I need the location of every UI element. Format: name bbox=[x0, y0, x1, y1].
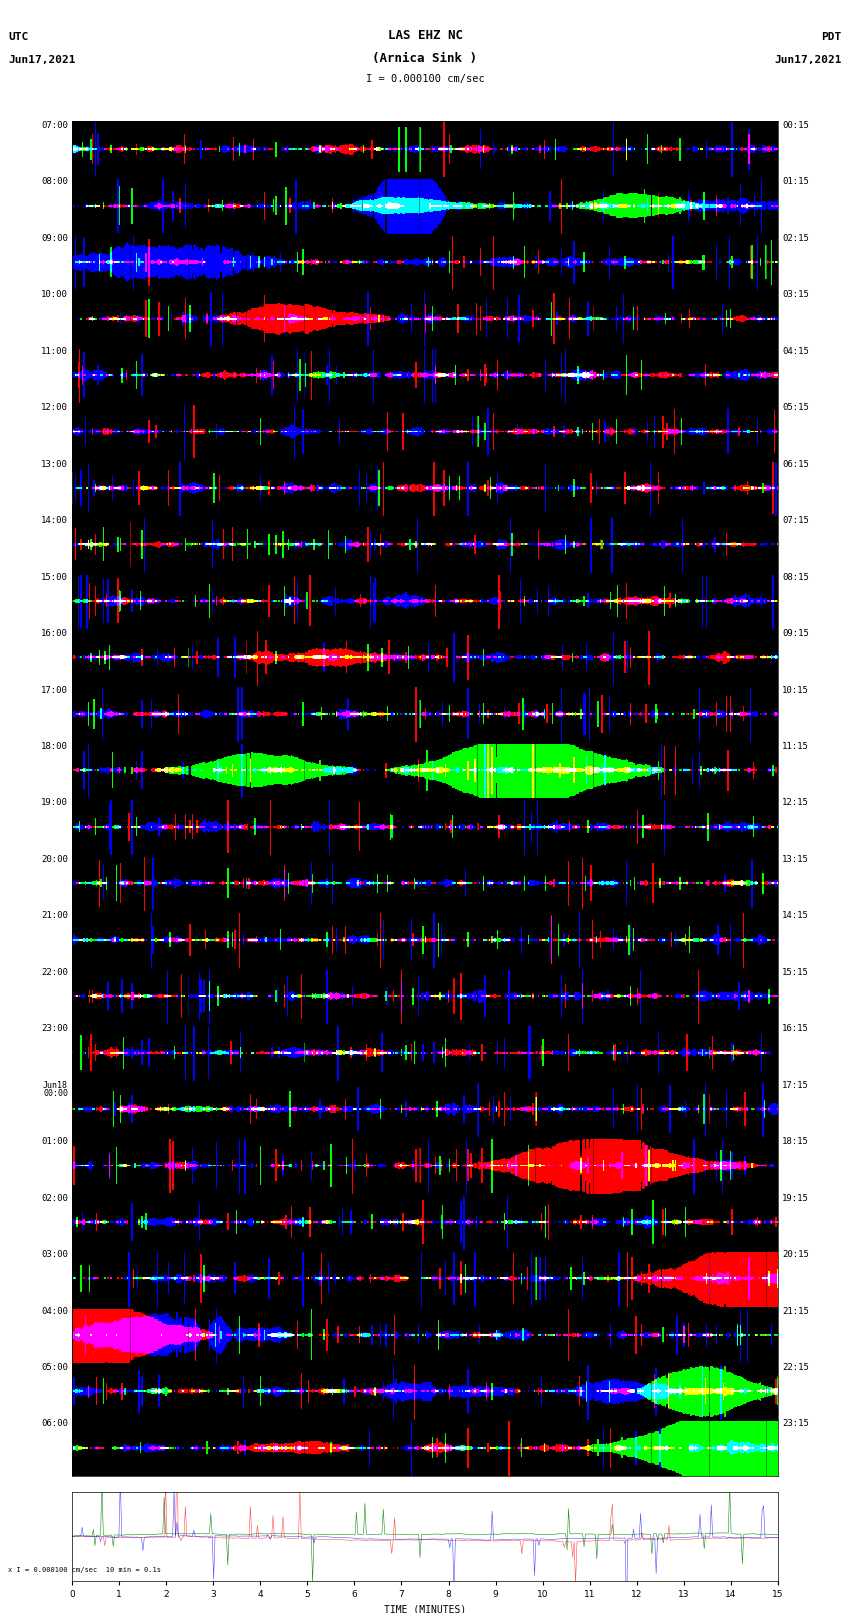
Text: 20:00: 20:00 bbox=[41, 855, 68, 865]
Text: 01:15: 01:15 bbox=[782, 177, 809, 187]
Text: 05:15: 05:15 bbox=[782, 403, 809, 413]
Text: 18:15: 18:15 bbox=[782, 1137, 809, 1147]
Text: Jun18
00:00: Jun18 00:00 bbox=[43, 1081, 68, 1098]
Text: 16:15: 16:15 bbox=[782, 1024, 809, 1034]
Text: 21:00: 21:00 bbox=[41, 911, 68, 921]
Text: x I = 0.000100 cm/sec  10 min = 0.1s: x I = 0.000100 cm/sec 10 min = 0.1s bbox=[8, 1566, 162, 1573]
Text: Jun17,2021: Jun17,2021 bbox=[774, 55, 842, 65]
Text: 22:00: 22:00 bbox=[41, 968, 68, 977]
Text: 02:15: 02:15 bbox=[782, 234, 809, 244]
Text: 13:15: 13:15 bbox=[782, 855, 809, 865]
Text: 12:00: 12:00 bbox=[41, 403, 68, 413]
Text: 20:15: 20:15 bbox=[782, 1250, 809, 1260]
Text: 22:15: 22:15 bbox=[782, 1363, 809, 1373]
X-axis label: TIME (MINUTES): TIME (MINUTES) bbox=[384, 1605, 466, 1613]
Text: 14:15: 14:15 bbox=[782, 911, 809, 921]
Text: 16:00: 16:00 bbox=[41, 629, 68, 639]
Text: 09:00: 09:00 bbox=[41, 234, 68, 244]
Text: LAS EHZ NC: LAS EHZ NC bbox=[388, 29, 462, 42]
Text: 13:00: 13:00 bbox=[41, 460, 68, 469]
Text: 04:15: 04:15 bbox=[782, 347, 809, 356]
Text: 15:00: 15:00 bbox=[41, 573, 68, 582]
Text: 19:00: 19:00 bbox=[41, 798, 68, 808]
Text: Jun17,2021: Jun17,2021 bbox=[8, 55, 76, 65]
Text: 18:00: 18:00 bbox=[41, 742, 68, 752]
Text: 15:15: 15:15 bbox=[782, 968, 809, 977]
Text: 19:15: 19:15 bbox=[782, 1194, 809, 1203]
Text: 05:00: 05:00 bbox=[41, 1363, 68, 1373]
Text: 17:00: 17:00 bbox=[41, 686, 68, 695]
Text: 03:00: 03:00 bbox=[41, 1250, 68, 1260]
Text: 11:15: 11:15 bbox=[782, 742, 809, 752]
Text: 23:15: 23:15 bbox=[782, 1419, 809, 1429]
Text: 07:15: 07:15 bbox=[782, 516, 809, 526]
Text: 02:00: 02:00 bbox=[41, 1194, 68, 1203]
Text: 00:15: 00:15 bbox=[782, 121, 809, 131]
Text: 17:15: 17:15 bbox=[782, 1081, 809, 1090]
Text: 09:15: 09:15 bbox=[782, 629, 809, 639]
Text: 10:15: 10:15 bbox=[782, 686, 809, 695]
Text: 10:00: 10:00 bbox=[41, 290, 68, 300]
Text: 04:00: 04:00 bbox=[41, 1307, 68, 1316]
Text: 01:00: 01:00 bbox=[41, 1137, 68, 1147]
Text: 07:00: 07:00 bbox=[41, 121, 68, 131]
Text: 23:00: 23:00 bbox=[41, 1024, 68, 1034]
Text: 06:15: 06:15 bbox=[782, 460, 809, 469]
Text: 21:15: 21:15 bbox=[782, 1307, 809, 1316]
Text: 14:00: 14:00 bbox=[41, 516, 68, 526]
Text: 08:00: 08:00 bbox=[41, 177, 68, 187]
Text: 12:15: 12:15 bbox=[782, 798, 809, 808]
Text: (Arnica Sink ): (Arnica Sink ) bbox=[372, 52, 478, 65]
Text: 11:00: 11:00 bbox=[41, 347, 68, 356]
Text: I = 0.000100 cm/sec: I = 0.000100 cm/sec bbox=[366, 74, 484, 84]
Text: PDT: PDT bbox=[821, 32, 842, 42]
Text: 03:15: 03:15 bbox=[782, 290, 809, 300]
Text: 08:15: 08:15 bbox=[782, 573, 809, 582]
Text: 06:00: 06:00 bbox=[41, 1419, 68, 1429]
Text: UTC: UTC bbox=[8, 32, 29, 42]
